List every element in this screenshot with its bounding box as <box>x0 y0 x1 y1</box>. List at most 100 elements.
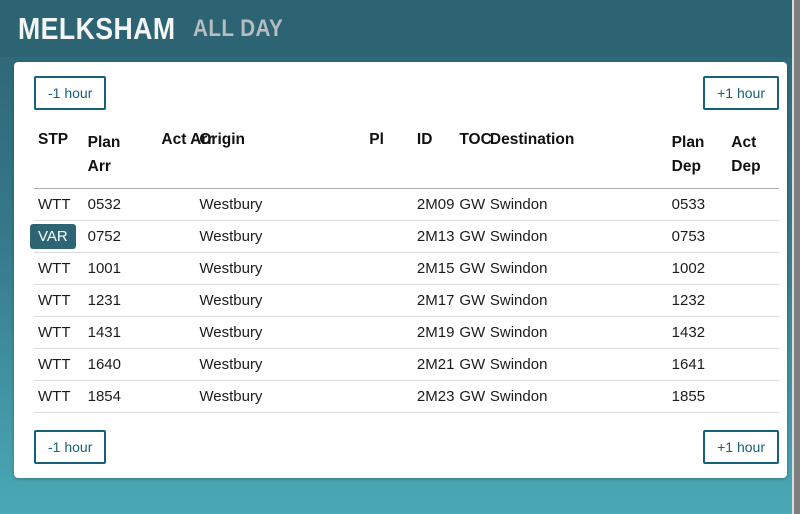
cell-act_arr <box>161 348 200 382</box>
cell-destination: Swindon <box>489 188 672 222</box>
cell-plan_dep: 1432 <box>671 316 732 350</box>
cell-act_dep <box>731 380 779 414</box>
cell-destination: Swindon <box>489 316 672 350</box>
cell-origin: Westbury <box>199 348 370 382</box>
timetable: STP Plan Arr Act Arr Origin Pl ID TOC Destinati… <box>30 131 779 414</box>
column-header-act_dep: Act Dep <box>731 131 779 190</box>
cell-toc: GW <box>459 284 490 318</box>
cell-toc: GW <box>459 188 490 222</box>
cell-origin: Westbury <box>199 316 370 350</box>
cell-id: 2M13 <box>416 220 460 254</box>
cell-stp: WTT <box>34 188 88 222</box>
cell-plan_dep: 1641 <box>671 348 732 382</box>
cell-origin: Westbury <box>199 188 370 222</box>
column-header-id: ID <box>416 131 460 190</box>
cell-plan_arr: 0532 <box>87 188 162 222</box>
cell-pl <box>369 348 417 382</box>
cell-id: 2M17 <box>416 284 460 318</box>
cell-pl <box>369 188 417 222</box>
cell-origin: Westbury <box>199 220 370 254</box>
cell-act_dep <box>731 220 779 254</box>
card-spacer <box>34 413 779 430</box>
cell-toc: GW <box>459 348 490 382</box>
cell-origin: Westbury <box>199 380 370 414</box>
cell-stp: WTT <box>34 380 88 414</box>
column-header-plan_dep: Plan Dep <box>671 131 732 190</box>
cell-toc: GW <box>459 252 490 286</box>
cell-toc: GW <box>459 380 490 414</box>
cell-origin: Westbury <box>199 252 370 286</box>
cell-pl <box>369 316 417 350</box>
cell-origin: Westbury <box>199 284 370 318</box>
cell-plan_arr: 0752 <box>87 220 162 254</box>
cell-destination: Swindon <box>489 284 672 318</box>
cell-stp: WTT <box>34 316 88 350</box>
cell-act_arr <box>161 220 200 254</box>
page-subtitle: ALL DAY <box>193 14 284 42</box>
cell-plan_dep: 1232 <box>671 284 732 318</box>
table-row[interactable]: WTT 1640 Westbury 2M21 GW Swindon 1641 <box>34 348 779 382</box>
cell-plan_arr: 1854 <box>87 380 162 414</box>
column-header-toc: TOC <box>459 131 492 190</box>
cell-plan_arr: 1431 <box>87 316 162 350</box>
cell-destination: Swindon <box>489 380 672 414</box>
prev-hour-button-bottom[interactable]: -1 hour <box>34 430 107 464</box>
cell-act_arr <box>161 284 200 318</box>
cell-act_arr <box>161 316 200 350</box>
cell-act_dep <box>731 316 779 350</box>
cell-plan_arr: 1231 <box>87 284 162 318</box>
table-row[interactable]: VAR 0752 Westbury 2M13 GW Swindon 0753 <box>30 220 779 254</box>
cell-pl <box>369 220 417 254</box>
cell-plan_dep: 0753 <box>671 220 732 254</box>
table-row[interactable]: WTT 0532 Westbury 2M09 GW Swindon 0533 <box>34 188 779 222</box>
cell-pl <box>369 284 417 318</box>
next-hour-button-top[interactable]: +1 hour <box>703 76 779 110</box>
column-header-destination: Destination <box>489 131 672 190</box>
cell-act_dep <box>731 284 779 318</box>
column-header-stp: STP <box>34 131 88 190</box>
cell-plan_arr: 1640 <box>87 348 162 382</box>
cell-destination: Swindon <box>489 220 672 254</box>
cell-id: 2M23 <box>416 380 460 414</box>
table-body: WTT 0532 Westbury 2M09 GW Swindon 0533 VAR 0752 W… <box>30 188 779 414</box>
cell-pl <box>369 380 417 414</box>
table-row[interactable]: WTT 1854 Westbury 2M23 GW Swindon 1855 <box>34 380 779 414</box>
cell-toc: GW <box>459 220 490 254</box>
cell-act_arr <box>161 380 200 414</box>
cell-pl <box>369 252 417 286</box>
title-bar: MELKSHAM ALL DAY <box>0 0 793 57</box>
cell-act_arr <box>161 252 200 286</box>
cell-act_dep <box>731 252 779 286</box>
table-row[interactable]: WTT 1001 Westbury 2M15 GW Swindon 1002 <box>34 252 779 286</box>
cell-id: 2M15 <box>416 252 460 286</box>
column-header-act_arr: Act Arr <box>161 131 213 190</box>
cell-act_arr <box>161 188 200 222</box>
table-row[interactable]: WTT 1431 Westbury 2M19 GW Swindon 1432 <box>34 316 779 350</box>
cell-stp: WTT <box>34 348 88 382</box>
cell-plan_dep: 0533 <box>671 188 732 222</box>
cell-id: 2M21 <box>416 348 460 382</box>
cell-destination: Swindon <box>489 252 672 286</box>
cell-id: 2M09 <box>416 188 460 222</box>
column-header-origin: Origin <box>199 131 370 190</box>
cell-act_dep <box>731 188 779 222</box>
cell-plan_dep: 1002 <box>671 252 732 286</box>
stp-var-badge: VAR <box>30 224 76 250</box>
prev-hour-button-top[interactable]: -1 hour <box>34 76 107 110</box>
cell-plan_dep: 1855 <box>671 380 732 414</box>
cell-stp: WTT <box>34 284 88 318</box>
timetable-card: -1 hour +1 hour STP Plan Arr Act Arr Origin… <box>14 62 787 478</box>
table-row[interactable]: WTT 1231 Westbury 2M17 GW Swindon 1232 <box>34 284 779 318</box>
next-hour-button-bottom[interactable]: +1 hour <box>703 430 779 464</box>
page-title: MELKSHAM <box>18 10 176 46</box>
column-header-plan_arr: Plan Arr <box>87 131 162 190</box>
cell-act_dep <box>731 348 779 382</box>
cell-plan_arr: 1001 <box>87 252 162 286</box>
cell-id: 2M19 <box>416 316 460 350</box>
column-header-pl: Pl <box>369 131 417 190</box>
cell-toc: GW <box>459 316 490 350</box>
cell-stp: VAR <box>30 220 88 254</box>
cell-destination: Swindon <box>489 348 672 382</box>
bottom-hour-controls: -1 hour +1 hour <box>34 430 779 464</box>
vertical-scrollbar[interactable] <box>792 0 800 514</box>
